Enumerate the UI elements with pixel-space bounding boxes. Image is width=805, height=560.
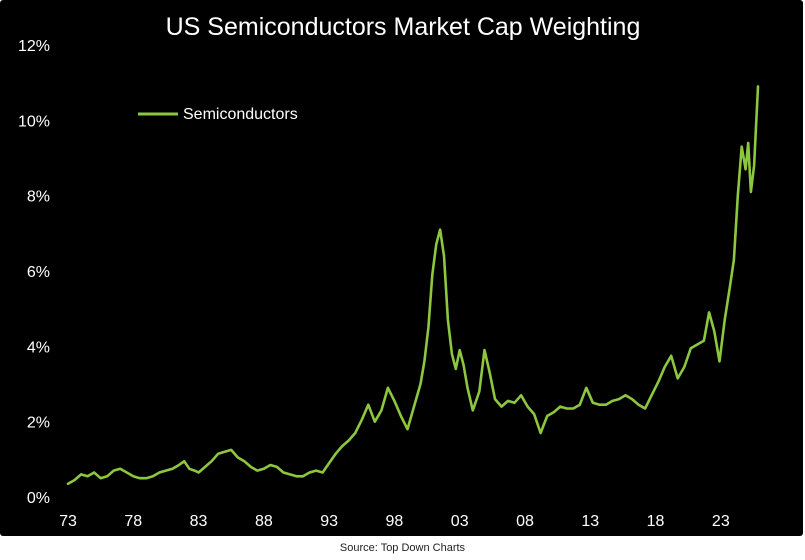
series-group <box>66 85 760 486</box>
y-tick-label: 6% <box>27 264 50 281</box>
x-tick-label: 23 <box>712 513 730 530</box>
legend-label-semiconductors: Semiconductors <box>183 106 298 123</box>
source-note: Source: Top Down Charts <box>339 542 466 554</box>
x-tick-label: 78 <box>124 513 142 530</box>
x-tick-label: 98 <box>386 513 404 530</box>
y-tick-label: 0% <box>27 490 50 507</box>
y-tick-label: 12% <box>18 38 50 55</box>
chart-title: US Semiconductors Market Cap Weighting <box>166 13 641 41</box>
x-tick-label: 83 <box>190 513 208 530</box>
series-line-semiconductors <box>66 85 760 486</box>
y-tick-label: 8% <box>27 189 50 206</box>
x-tick-label: 73 <box>59 513 77 530</box>
x-tick-label: 03 <box>451 513 469 530</box>
x-tick-label: 93 <box>320 513 338 530</box>
x-tick-label: 08 <box>516 513 534 530</box>
x-tick-label: 88 <box>255 513 273 530</box>
chart-legend: Semiconductors <box>138 106 298 123</box>
chart-background <box>0 0 803 536</box>
y-tick-label: 4% <box>27 339 50 356</box>
x-axis-ticks: 73 78 83 88 93 98 03 08 13 18 23 <box>59 513 730 530</box>
x-tick-label: 18 <box>647 513 665 530</box>
x-tick-label: 13 <box>581 513 599 530</box>
y-tick-label: 10% <box>18 113 50 130</box>
y-tick-label: 2% <box>27 415 50 432</box>
chart-plot: US Semiconductors Market Cap Weighting 0… <box>18 13 760 530</box>
y-axis-ticks: 0% 2% 4% 6% 8% 10% 12% <box>18 38 50 507</box>
